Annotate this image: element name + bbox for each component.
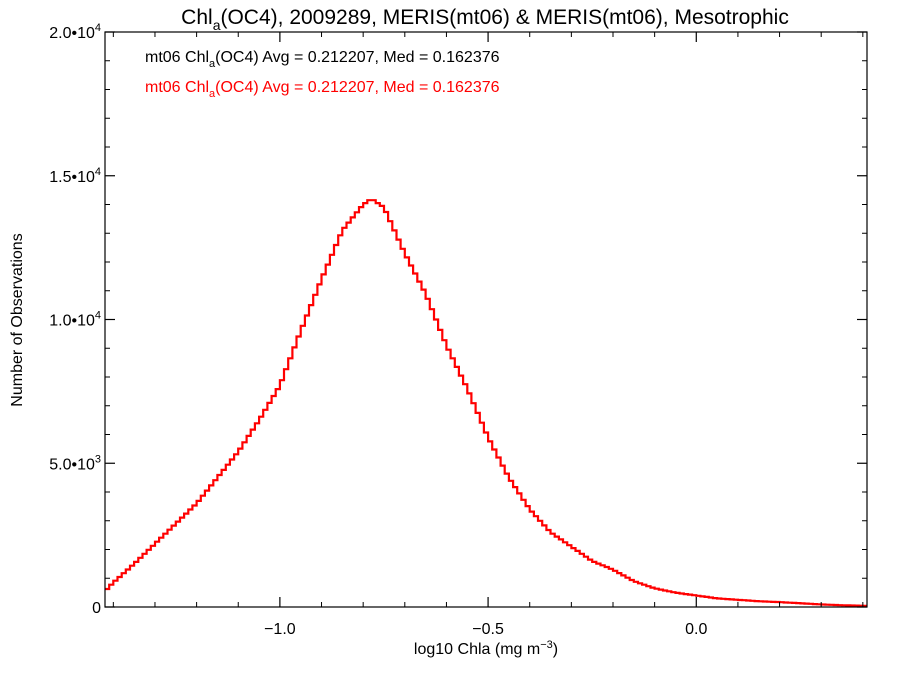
y-tick-label: 0 [92,600,101,617]
legend: mt06 Chla(OC4) Avg = 0.212207, Med = 0.1… [145,49,500,100]
chart-title: Chla(OC4), 2009289, MERIS(mt06) & MERIS(… [181,6,789,33]
y-tick-label: 1.0•104 [49,310,101,330]
data-layer [105,199,867,607]
x-tick-label: −1.0 [264,621,296,638]
y-tick-label: 2.0•104 [49,22,101,42]
y-axis-label: Number of Observations [9,233,26,406]
plot-frame [104,31,868,608]
x-tick-label: −0.5 [472,621,504,638]
x-tick-label: 0.0 [685,621,707,638]
y-tick-label: 1.5•104 [49,166,101,186]
y-tick-label: 5.0•103 [49,453,101,473]
series-line-0 [105,199,867,607]
legend-entry-red: mt06 Chla(OC4) Avg = 0.212207, Med = 0.1… [145,79,500,100]
x-axis-label: log10 Chla (mg m−3) [414,639,558,658]
legend-entry-black: mt06 Chla(OC4) Avg = 0.212207, Med = 0.1… [145,49,500,70]
axis-ticks: −1.0 −0.5 0.0 0 5.0•103 1.0•104 1.5•104 2.0•104 [49,22,867,638]
